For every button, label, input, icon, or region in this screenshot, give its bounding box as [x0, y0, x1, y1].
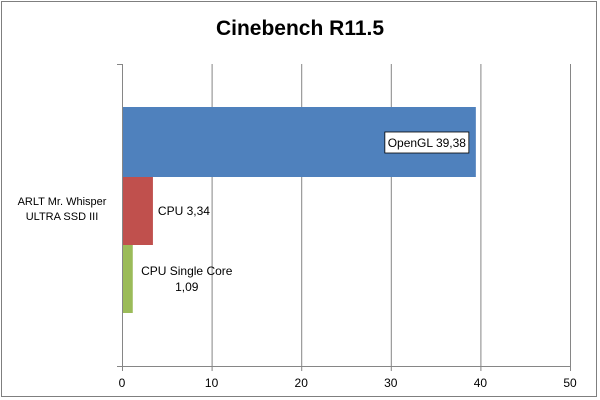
- x-tick-label-30: 30: [384, 376, 398, 390]
- x-tick-label-20: 20: [295, 376, 309, 390]
- x-tick-label-50: 50: [563, 376, 577, 390]
- x-tick-label-10: 10: [205, 376, 219, 390]
- data-label-opengl: OpenGL 39,38: [388, 136, 467, 150]
- data-label-cpu: CPU 3,34: [158, 204, 210, 218]
- data-label-cpu-single-core: CPU Single Core 1,09: [141, 264, 233, 294]
- chart-title: Cinebench R11.5: [216, 17, 384, 40]
- category-label: ARLT Mr. Whisper ULTRA SSD III: [18, 196, 107, 223]
- data-label-box-opengl: [384, 131, 470, 154]
- axes: 0 10 20 30 40 50 ARLT Mr. Whisper ULTRA SSD III: [18, 64, 577, 390]
- bar-cpu-single-core: [123, 245, 133, 313]
- bar-cpu: [123, 177, 153, 245]
- x-tick-label-0: 0: [119, 376, 126, 390]
- x-tick-label-40: 40: [474, 376, 488, 390]
- data-labels: OpenGL 39,38 CPU 3,34 CPU Single Core 1,09: [141, 131, 470, 294]
